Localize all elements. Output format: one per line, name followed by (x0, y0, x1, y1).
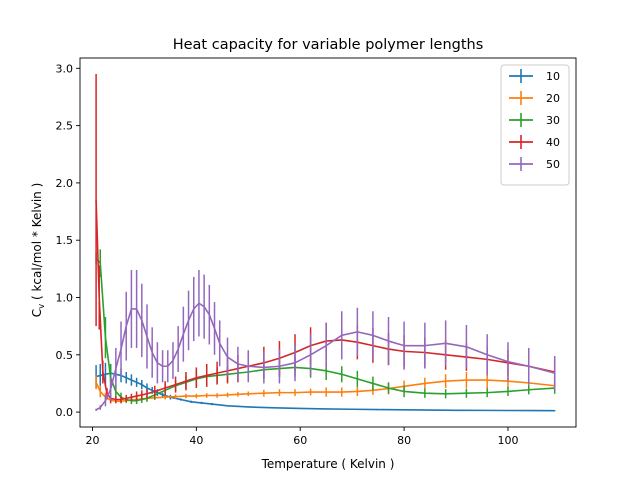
legend: 10 20 30 40 50 (500, 64, 570, 186)
y-axis-label-main: C (30, 309, 44, 317)
x-tick-label: 60 (293, 434, 307, 447)
y-tick-label: 1.5 (56, 234, 74, 247)
y-tick-label: 1.0 (56, 292, 74, 305)
y-tick-label: 0.5 (56, 349, 74, 362)
y-axis-label-units: ( kcal/mol * Kelvin ) (30, 183, 44, 304)
plot-area (95, 74, 556, 412)
y-axis-label: Cv ( kcal/mol * Kelvin ) (30, 183, 47, 318)
series-line-30 (95, 258, 555, 402)
legend-box (500, 64, 570, 186)
legend-item-30: 30 (509, 113, 560, 127)
chart-title: Heat capacity for variable polymer lengt… (173, 37, 484, 53)
legend-label: 50 (546, 158, 560, 171)
x-tick-label: 40 (189, 434, 203, 447)
series-50 (95, 270, 556, 411)
y-tick-label: 0.0 (56, 406, 74, 419)
y-tick-label: 3.0 (56, 62, 74, 75)
series-line-50 (95, 302, 555, 411)
x-tick-label: 80 (397, 434, 411, 447)
x-tick-label: 100 (497, 434, 518, 447)
y-tick-label: 2.5 (56, 120, 74, 133)
legend-item-20: 20 (509, 91, 560, 105)
legend-label: 40 (546, 136, 560, 149)
series-layer (95, 74, 556, 412)
axes: 20 40 60 80 100 0.0 0.5 1.0 1.5 2.0 2.5 3.0 (56, 57, 577, 447)
series-line-20 (95, 379, 555, 403)
axes-frame (79, 57, 577, 428)
legend-label: 30 (546, 114, 560, 127)
legend-item-50: 50 (509, 157, 560, 171)
legend-item-10: 10 (509, 69, 560, 83)
legend-item-40: 40 (509, 135, 560, 149)
x-tick-label: 20 (85, 434, 99, 447)
y-axis-label-text: Cv ( kcal/mol * Kelvin ) (30, 183, 47, 318)
y-tick-label: 2.0 (56, 177, 74, 190)
x-axis-label: Temperature ( Kelvin ) (261, 457, 395, 471)
legend-label: 10 (546, 70, 560, 83)
y-axis-label-subscript: v (37, 304, 47, 309)
series-line-10 (95, 372, 555, 412)
legend-label: 20 (546, 92, 560, 105)
